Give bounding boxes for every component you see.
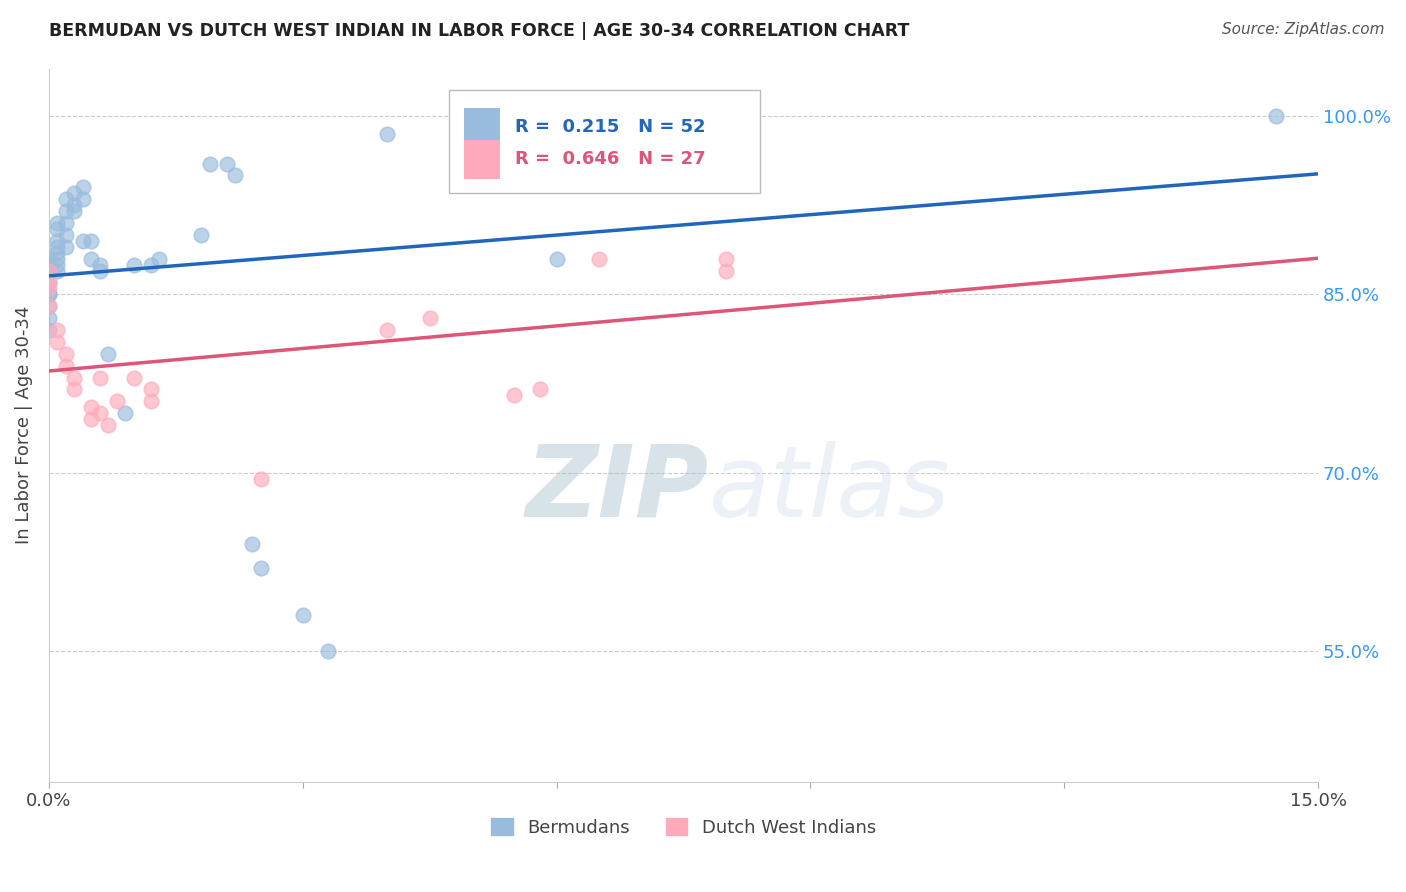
- Point: [377, 323, 399, 337]
- Point: [80, 412, 103, 426]
- Point: [38, 263, 60, 277]
- Point: [89, 370, 111, 384]
- Point: [38, 281, 60, 295]
- Y-axis label: In Labor Force | Age 30-34: In Labor Force | Age 30-34: [15, 306, 32, 544]
- Point: [1264, 109, 1286, 123]
- Point: [122, 258, 145, 272]
- Point: [55, 216, 77, 230]
- Point: [316, 644, 339, 658]
- Text: BERMUDAN VS DUTCH WEST INDIAN IN LABOR FORCE | AGE 30-34 CORRELATION CHART: BERMUDAN VS DUTCH WEST INDIAN IN LABOR F…: [49, 22, 910, 40]
- Point: [38, 258, 60, 272]
- Point: [605, 127, 627, 141]
- Point: [114, 406, 136, 420]
- Point: [46, 216, 69, 230]
- Point: [55, 204, 77, 219]
- Point: [148, 252, 170, 266]
- Point: [224, 169, 246, 183]
- Point: [377, 127, 399, 141]
- Point: [38, 287, 60, 301]
- Point: [190, 227, 212, 242]
- FancyBboxPatch shape: [464, 108, 499, 147]
- Point: [46, 222, 69, 236]
- Text: R =  0.215   N = 52: R = 0.215 N = 52: [515, 119, 706, 136]
- Point: [46, 245, 69, 260]
- Point: [72, 180, 94, 194]
- Point: [46, 252, 69, 266]
- Point: [72, 234, 94, 248]
- Point: [198, 156, 221, 170]
- Point: [503, 388, 526, 402]
- Point: [46, 240, 69, 254]
- Point: [249, 472, 271, 486]
- Point: [46, 263, 69, 277]
- Point: [714, 252, 737, 266]
- Point: [63, 383, 86, 397]
- Point: [419, 311, 441, 326]
- Point: [105, 394, 128, 409]
- Point: [80, 401, 103, 415]
- Point: [38, 252, 60, 266]
- Point: [38, 263, 60, 277]
- Point: [89, 406, 111, 420]
- Point: [38, 311, 60, 326]
- Point: [38, 276, 60, 290]
- Point: [122, 370, 145, 384]
- Point: [63, 186, 86, 201]
- Point: [240, 537, 263, 551]
- Text: atlas: atlas: [709, 441, 950, 538]
- Point: [546, 252, 568, 266]
- Point: [38, 276, 60, 290]
- Point: [80, 252, 103, 266]
- Text: Source: ZipAtlas.com: Source: ZipAtlas.com: [1222, 22, 1385, 37]
- Point: [55, 192, 77, 206]
- Point: [249, 560, 271, 574]
- Point: [38, 299, 60, 313]
- Point: [38, 287, 60, 301]
- Point: [97, 347, 120, 361]
- Point: [588, 252, 610, 266]
- Point: [714, 263, 737, 277]
- Point: [139, 258, 162, 272]
- Point: [89, 258, 111, 272]
- Point: [55, 240, 77, 254]
- Point: [38, 323, 60, 337]
- Point: [46, 258, 69, 272]
- Point: [291, 608, 314, 623]
- Point: [215, 156, 238, 170]
- Point: [89, 263, 111, 277]
- Point: [38, 263, 60, 277]
- Point: [38, 299, 60, 313]
- Point: [55, 227, 77, 242]
- FancyBboxPatch shape: [464, 140, 499, 179]
- Point: [46, 234, 69, 248]
- Point: [46, 323, 69, 337]
- Point: [55, 347, 77, 361]
- Text: R =  0.646   N = 27: R = 0.646 N = 27: [515, 151, 706, 169]
- Point: [97, 418, 120, 433]
- Text: ZIP: ZIP: [526, 441, 709, 538]
- Point: [63, 204, 86, 219]
- Point: [46, 334, 69, 349]
- Point: [63, 370, 86, 384]
- Point: [55, 359, 77, 373]
- Point: [80, 234, 103, 248]
- Point: [72, 192, 94, 206]
- Point: [529, 383, 551, 397]
- Legend: Bermudans, Dutch West Indians: Bermudans, Dutch West Indians: [484, 811, 883, 844]
- FancyBboxPatch shape: [449, 90, 759, 194]
- Point: [714, 120, 737, 135]
- Point: [139, 383, 162, 397]
- Point: [461, 127, 484, 141]
- Point: [139, 394, 162, 409]
- Point: [63, 198, 86, 212]
